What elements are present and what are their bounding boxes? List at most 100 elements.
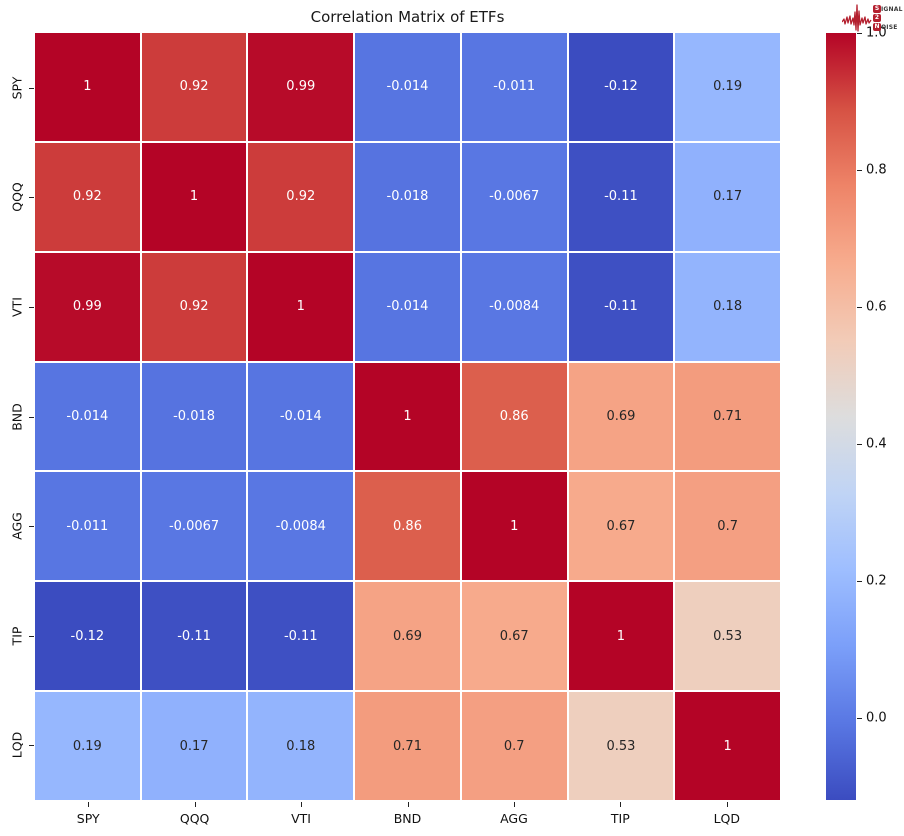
- heatmap-cell-QQQ-QQQ: 1: [141, 142, 247, 251]
- logo-badge-s: S: [873, 5, 881, 13]
- heatmap-cell-SPY-BND: -0.014: [355, 33, 460, 141]
- heatmap-cell-TIP-BND: 0.69: [355, 582, 460, 691]
- x-axis-tick: [194, 802, 196, 807]
- colorbar: [826, 33, 856, 800]
- logo-line-two: 2: [873, 14, 903, 22]
- heatmap-cell-VTI-BND: -0.014: [355, 252, 460, 361]
- heatmap-cell-AGG-AGG: 1: [461, 472, 567, 581]
- colorbar-tick: [857, 717, 862, 719]
- heatmap-cell-SPY-LQD: 0.19: [675, 33, 780, 141]
- y-axis-tick: [29, 526, 34, 528]
- y-axis-tick: [29, 416, 34, 418]
- heatmap-cell-SPY-VTI: 0.99: [248, 33, 354, 141]
- colorbar-tick-label-0.4: 0.4: [866, 436, 887, 452]
- heatmap-cell-SPY-AGG: -0.011: [461, 33, 567, 141]
- colorbar-tick: [857, 443, 862, 445]
- y-axis-tick: [29, 745, 34, 747]
- x-axis-label-BND: BND: [393, 811, 422, 826]
- y-axis-label-LQD: LQD: [9, 731, 25, 759]
- heatmap-cell-TIP-AGG: 0.67: [461, 582, 567, 691]
- heatmap-cell-AGG-TIP: 0.67: [568, 472, 674, 581]
- heatmap-cell-LQD-TIP: 0.53: [568, 692, 674, 800]
- heatmap-cell-QQQ-AGG: -0.0067: [461, 142, 567, 251]
- colorbar-tick-label-1.0: 1.0: [866, 25, 887, 41]
- heatmap-cell-SPY-SPY: 1: [35, 33, 140, 141]
- heatmap-cell-SPY-QQQ: 0.92: [141, 33, 247, 141]
- heatmap-cell-QQQ-SPY: 0.92: [35, 142, 140, 251]
- x-axis-tick: [620, 802, 622, 807]
- heatmap-cell-LQD-QQQ: 0.17: [141, 692, 247, 800]
- heatmap-cell-AGG-QQQ: -0.0067: [141, 472, 247, 581]
- heatmap-cell-AGG-SPY: -0.011: [35, 472, 140, 581]
- x-axis-tick: [726, 802, 728, 807]
- colorbar-tick: [857, 306, 862, 308]
- heatmap-cell-BND-BND: 1: [355, 362, 460, 471]
- heatmap-cell-VTI-VTI: 1: [248, 252, 354, 361]
- heatmap-cell-VTI-AGG: -0.0084: [461, 252, 567, 361]
- x-axis-tick: [88, 802, 90, 807]
- heatmap-cell-QQQ-BND: -0.018: [355, 142, 460, 251]
- heatmap-cell-LQD-SPY: 0.19: [35, 692, 140, 800]
- colorbar-tick-label-0.6: 0.6: [866, 299, 887, 315]
- y-axis-label-BND: BND: [9, 402, 25, 431]
- heatmap-cell-AGG-VTI: -0.0084: [248, 472, 354, 581]
- heatmap-cell-LQD-AGG: 0.7: [461, 692, 567, 800]
- heatmap-cell-SPY-TIP: -0.12: [568, 33, 674, 141]
- y-axis-label-AGG: AGG: [9, 512, 25, 540]
- y-axis-label-SPY: SPY: [9, 76, 25, 100]
- x-axis-label-LQD: LQD: [713, 811, 740, 826]
- heatmap-cell-TIP-VTI: -0.11: [248, 582, 354, 691]
- logo-line-noise: N OISE: [873, 23, 903, 31]
- logo-word-ignal: IGNAL: [881, 5, 903, 13]
- heatmap-grid: 1 0.92 0.99 -0.014 -0.011 -0.12 0.19 0.92 1 0.92-…: [35, 33, 780, 800]
- heatmap-cell-TIP-QQQ: -0.11: [141, 582, 247, 691]
- heatmap-cell-BND-TIP: 0.69: [568, 362, 674, 471]
- heatmap-cell-LQD-VTI: 0.18: [248, 692, 354, 800]
- logo-badge-2: 2: [873, 14, 881, 22]
- heatmap-cell-QQQ-TIP: -0.11: [568, 142, 674, 251]
- y-axis-label-QQQ: QQQ: [9, 182, 25, 213]
- y-axis-label-TIP: TIP: [9, 626, 25, 646]
- heatmap-cell-BND-QQQ: -0.018: [141, 362, 247, 471]
- x-axis-label-VTI: VTI: [291, 811, 311, 826]
- heatmap-cell-TIP-SPY: -0.12: [35, 582, 140, 691]
- heatmap-cell-VTI-QQQ: 0.92: [141, 252, 247, 361]
- heatmap-cell-AGG-LQD: 0.7: [675, 472, 780, 581]
- chart-title: Correlation Matrix of ETFs: [310, 8, 505, 26]
- heatmap-cell-VTI-LQD: 0.18: [675, 252, 780, 361]
- y-axis-tick: [29, 197, 34, 199]
- logo-text: S IGNAL 2 N OISE: [873, 5, 903, 31]
- colorbar-tick: [857, 580, 862, 582]
- x-axis-label-QQQ: QQQ: [179, 811, 210, 826]
- heatmap-cell-LQD-BND: 0.71: [355, 692, 460, 800]
- y-axis-label-VTI: VTI: [9, 296, 25, 317]
- logo-word-oise: OISE: [881, 23, 898, 31]
- colorbar-tick: [857, 33, 862, 34]
- heatmap-cell-QQQ-LQD: 0.17: [675, 142, 780, 251]
- x-axis-label-TIP: TIP: [610, 811, 630, 826]
- x-axis-tick: [513, 802, 515, 807]
- logo-line-signal: S IGNAL: [873, 5, 903, 13]
- colorbar-tick-label-0.2: 0.2: [866, 573, 887, 589]
- colorbar-tick: [857, 169, 862, 171]
- heatmap-cell-BND-AGG: 0.86: [461, 362, 567, 471]
- y-axis-tick: [29, 635, 34, 637]
- heatmap-cell-VTI-TIP: -0.11: [568, 252, 674, 361]
- colorbar-tick-label-0.0: 0.0: [866, 710, 887, 726]
- waveform-icon: [842, 4, 872, 32]
- heatmap-cell-VTI-SPY: 0.99: [35, 252, 140, 361]
- y-axis-tick: [29, 87, 34, 89]
- x-axis-tick: [301, 802, 303, 807]
- heatmap-cell-AGG-BND: 0.86: [355, 472, 460, 581]
- signal2noise-logo: S IGNAL 2 N OISE: [842, 2, 902, 34]
- heatmap-cell-QQQ-VTI: 0.92: [248, 142, 354, 251]
- x-axis-tick: [407, 802, 409, 807]
- x-axis-label-AGG: AGG: [500, 811, 528, 826]
- heatmap-cell-TIP-TIP: 1: [568, 582, 674, 691]
- heatmap-cell-BND-LQD: 0.71: [675, 362, 780, 471]
- colorbar-tick-label-0.8: 0.8: [866, 162, 887, 178]
- y-axis-tick: [29, 306, 34, 308]
- heatmap-cell-LQD-LQD: 1: [675, 692, 780, 800]
- heatmap-cell-BND-VTI: -0.014: [248, 362, 354, 471]
